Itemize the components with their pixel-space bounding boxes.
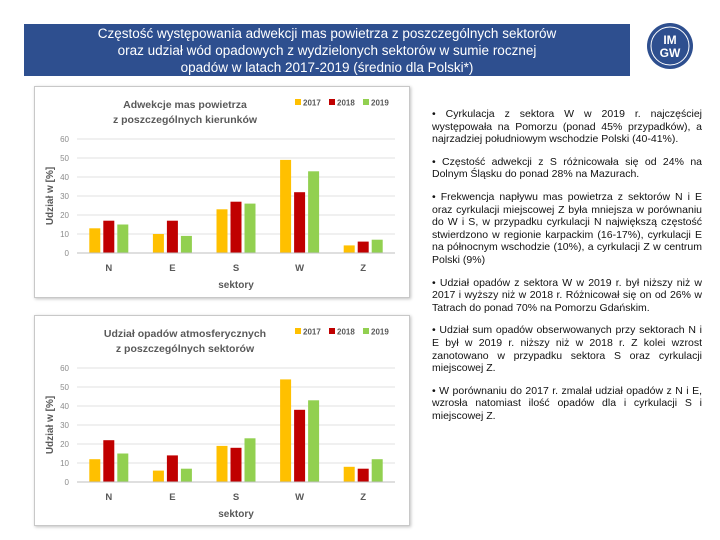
legend-swatch-2018 [329,99,335,105]
y-tick-40: 40 [60,402,69,411]
title-line-2: oraz udział wód opadowych z wydzielonych… [117,43,537,58]
y-tick-10: 10 [60,459,69,468]
y-tick-10: 10 [60,230,69,239]
bar-S-2019 [244,438,256,482]
y-tick-60: 60 [60,135,69,144]
bar-S-2017 [216,445,228,482]
bar-N-2018 [103,220,115,253]
y-axis-label: Udział w [%] [45,396,56,454]
logo-text-bottom: GW [660,46,681,60]
chart-subtitle: z poszczególnych sektorów [116,343,255,355]
precipitation-chart: Udział opadów atmosferycznych z poszczegó… [45,328,395,520]
x-tick-W: W [295,492,304,503]
bar-N-2018 [103,440,115,482]
bar-E-2019 [180,235,192,253]
x-tick-E: E [169,263,175,274]
bar-S-2017 [216,209,228,253]
bar-Z-2017 [343,466,355,482]
legend-label-2019: 2019 [371,99,389,108]
bar-E-2017 [152,470,164,482]
y-tick-20: 20 [60,440,69,449]
legend-swatch-2017 [295,99,301,105]
bar-N-2019 [117,453,129,482]
bar-W-2019 [308,171,320,253]
bar-E-2018 [166,455,178,482]
x-tick-N: N [105,492,112,503]
x-tick-Z: Z [360,263,366,274]
legend-label-2018: 2018 [337,328,355,337]
legend-swatch-2019 [363,328,369,334]
imgw-logo: IM GW [647,23,693,69]
y-tick-20: 20 [60,211,69,220]
advection-chart: Adwekcje mas powietrza z poszczególnych k… [45,99,395,291]
logo-circle [647,23,693,69]
bar-Z-2017 [343,245,355,253]
bar-Z-2018 [357,468,369,482]
bar-S-2019 [244,203,256,253]
bar-S-2018 [230,201,242,253]
bar-E-2017 [152,234,164,253]
bar-N-2017 [89,228,101,253]
y-tick-0: 0 [65,478,70,487]
note-2: • Częstość adwekcji z S różnicowała się … [432,155,702,181]
bar-Z-2019 [371,459,383,482]
chart-subtitle: z poszczególnych kierunków [113,114,258,126]
bar-W-2017 [280,159,292,253]
bar-S-2018 [230,447,242,482]
x-tick-N: N [105,263,112,274]
x-tick-S: S [233,263,239,274]
note-6: • W porównaniu do 2017 r. zmalał udział … [432,384,702,422]
chart-title: Udział opadów atmosferycznych [104,328,266,340]
legend-swatch-2017 [295,328,301,334]
title-line-3: opadów w latach 2017-2019 (średnio dla P… [180,60,474,75]
bar-Z-2019 [371,239,383,253]
precipitation-chart-panel: Udział opadów atmosferycznych z poszczegó… [34,315,410,526]
bar-W-2019 [308,400,320,482]
x-axis-label: sektory [218,280,254,291]
y-tick-60: 60 [60,364,69,373]
title-line-1: Częstość występowania adwekcji mas powie… [97,26,557,41]
bar-N-2017 [89,459,101,482]
legend-label-2018: 2018 [337,99,355,108]
x-axis-label: sektory [218,509,254,520]
bar-N-2019 [117,224,129,253]
advection-chart-panel: Adwekcje mas powietrza z poszczególnych k… [34,86,410,298]
legend-label-2019: 2019 [371,328,389,337]
note-3: • Frekwencja napływu mas powietrza z sek… [432,190,702,266]
x-tick-E: E [169,492,175,503]
x-tick-W: W [295,263,304,274]
legend-swatch-2019 [363,99,369,105]
slide-title: Częstość występowania adwekcji mas powie… [24,24,630,76]
bar-W-2017 [280,379,292,482]
note-1: • Cyrkulacja z sektora W w 2019 r. najcz… [432,108,702,146]
chart-title: Adwekcje mas powietrza [123,99,247,111]
y-axis-label: Udział w [%] [45,167,56,225]
y-tick-30: 30 [60,421,69,430]
bar-Z-2018 [357,241,369,253]
notes-list: • Cyrkulacja z sektora W w 2019 r. najcz… [432,108,702,432]
logo-text-top: IM [663,33,676,47]
bar-E-2019 [180,468,192,482]
x-tick-S: S [233,492,239,503]
y-tick-50: 50 [60,154,69,163]
bar-W-2018 [294,409,306,482]
legend-label-2017: 2017 [303,99,321,108]
note-4: • Udział opadów z sektora W w 2019 r. by… [432,276,702,314]
x-tick-Z: Z [360,492,366,503]
y-tick-40: 40 [60,173,69,182]
bar-E-2018 [166,220,178,253]
y-tick-30: 30 [60,192,69,201]
bar-W-2018 [294,192,306,253]
legend-swatch-2018 [329,328,335,334]
logo-ring [650,26,690,66]
note-5: • Udział sum opadów obserwowanych przy s… [432,324,702,375]
y-tick-0: 0 [65,249,70,258]
legend-label-2017: 2017 [303,328,321,337]
y-tick-50: 50 [60,383,69,392]
